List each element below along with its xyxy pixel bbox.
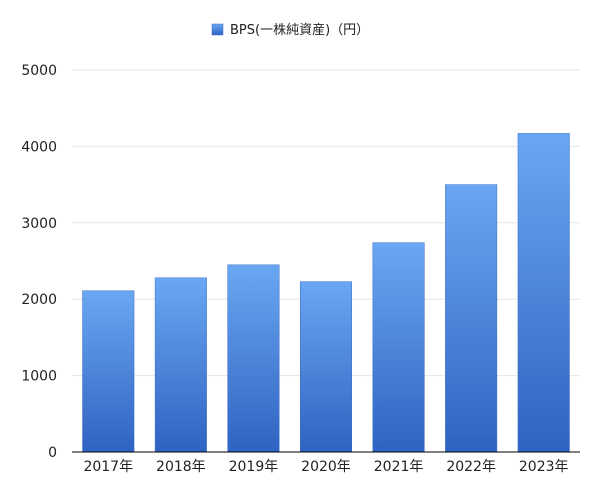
- x-tick-label: 2017年: [83, 459, 133, 475]
- bar-2021年: [372, 242, 425, 453]
- y-tick-label: 4000: [21, 139, 57, 155]
- y-tick-label: 0: [48, 445, 57, 461]
- y-tick-label: 3000: [21, 216, 57, 232]
- legend-swatch: [211, 23, 224, 36]
- y-tick-label: 1000: [21, 369, 57, 385]
- y-tick-label: 5000: [21, 63, 57, 79]
- x-tick-label: 2023年: [519, 459, 569, 475]
- bar-2020年: [299, 281, 353, 453]
- bar-2022年: [445, 184, 498, 453]
- x-tick-label: 2020年: [301, 459, 351, 475]
- legend: BPS(一株純資産)（円）: [211, 22, 369, 38]
- x-tick-label: 2022年: [446, 459, 496, 475]
- bar-2023年: [517, 133, 570, 453]
- legend-label: BPS(一株純資産)（円）: [230, 22, 369, 38]
- y-tick-label: 2000: [21, 292, 57, 308]
- y-axis-tick-labels: 0 1000 2000 3000 4000 5000: [21, 63, 57, 461]
- x-axis-tick-labels: 2017年 2018年 2019年 2020年 2021年 2022年 2023年: [83, 459, 568, 475]
- x-tick-label: 2018年: [156, 459, 206, 475]
- bar-2019年: [227, 264, 280, 453]
- bar-2018年: [154, 277, 207, 453]
- bar-2017年: [82, 290, 135, 453]
- x-tick-label: 2021年: [374, 459, 424, 475]
- bars: [82, 133, 570, 453]
- x-tick-label: 2019年: [229, 459, 279, 475]
